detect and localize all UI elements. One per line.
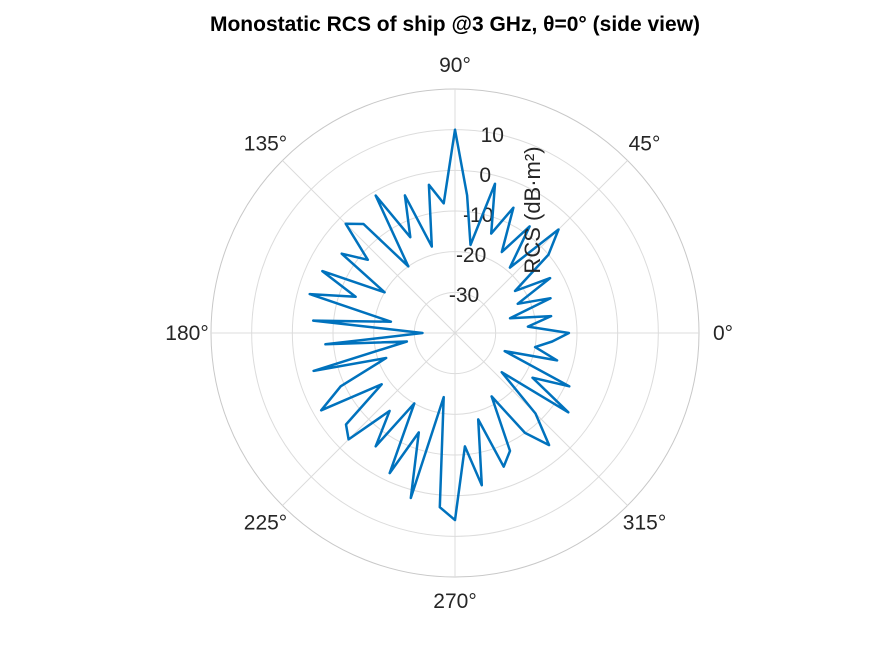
- theta-tick-label: 135°: [244, 132, 287, 155]
- grid-spoke-225: [282, 332, 456, 506]
- theta-tick-labels: 0° 45° 90° 135° 180° 225° 270° 315°: [165, 54, 733, 613]
- grid-spoke-45: [454, 160, 628, 334]
- series-line-rcs: [308, 128, 571, 522]
- theta-tick-label: 0°: [713, 322, 733, 345]
- radial-tick-label: -20: [456, 244, 486, 267]
- radial-tick-label: -30: [449, 284, 479, 307]
- theta-tick-label: 315°: [623, 512, 666, 535]
- radial-tick-label: 0: [479, 164, 491, 187]
- grid-spoke-135: [282, 160, 456, 334]
- theta-tick-label: 225°: [244, 512, 287, 535]
- radial-tick-label: 10: [481, 124, 504, 147]
- theta-tick-label: 180°: [165, 322, 208, 345]
- radial-axis-label: RCS (dB·m²): [520, 146, 545, 273]
- grid-spoke-315: [454, 332, 628, 506]
- theta-tick-label: 45°: [629, 132, 661, 155]
- chart-title: Monostatic RCS of ship @3 GHz, θ=0° (sid…: [210, 13, 700, 36]
- theta-tick-label: 90°: [439, 54, 471, 77]
- polar-grid: [210, 88, 700, 578]
- theta-tick-label: 270°: [433, 590, 476, 613]
